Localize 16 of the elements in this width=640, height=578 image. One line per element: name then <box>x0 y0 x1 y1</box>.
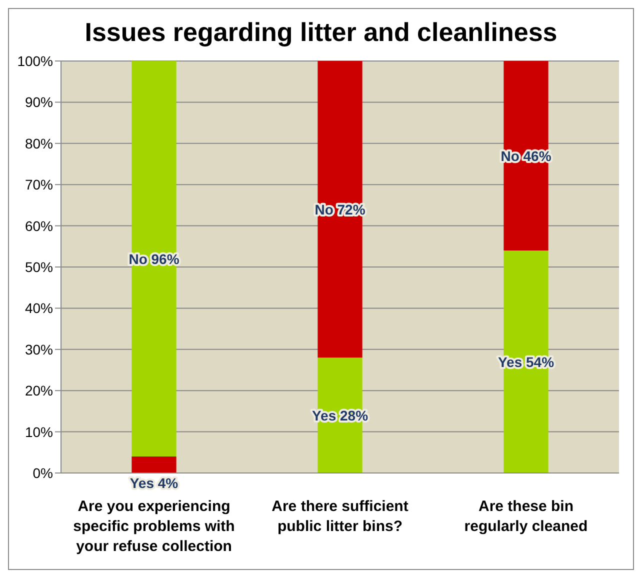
x-tick-label: Are these bin regularly cleaned <box>464 498 588 535</box>
y-tick-label: 50% <box>24 258 53 275</box>
x-tick-label: Are you experiencing specific problems with your refuse collection <box>73 498 235 555</box>
chart-title: Issues regarding litter and cleanliness <box>84 17 558 49</box>
y-tick-label: 100% <box>17 52 53 69</box>
y-tick-label: 90% <box>24 94 53 110</box>
y-tick-label: 20% <box>24 382 53 399</box>
y-tick-label: 0% <box>32 464 53 481</box>
y-tick-label: 10% <box>24 424 53 440</box>
y-tick-label: 40% <box>24 300 53 316</box>
y-tick-label: 70% <box>24 176 53 193</box>
y-tick-label: 30% <box>24 341 53 358</box>
y-tick-label: 60% <box>24 218 53 234</box>
x-tick-label: Are there sufficient public litter bins? <box>272 498 408 535</box>
y-tick-label: 80% <box>24 135 53 152</box>
data-label: Yes 4% <box>130 475 179 491</box>
